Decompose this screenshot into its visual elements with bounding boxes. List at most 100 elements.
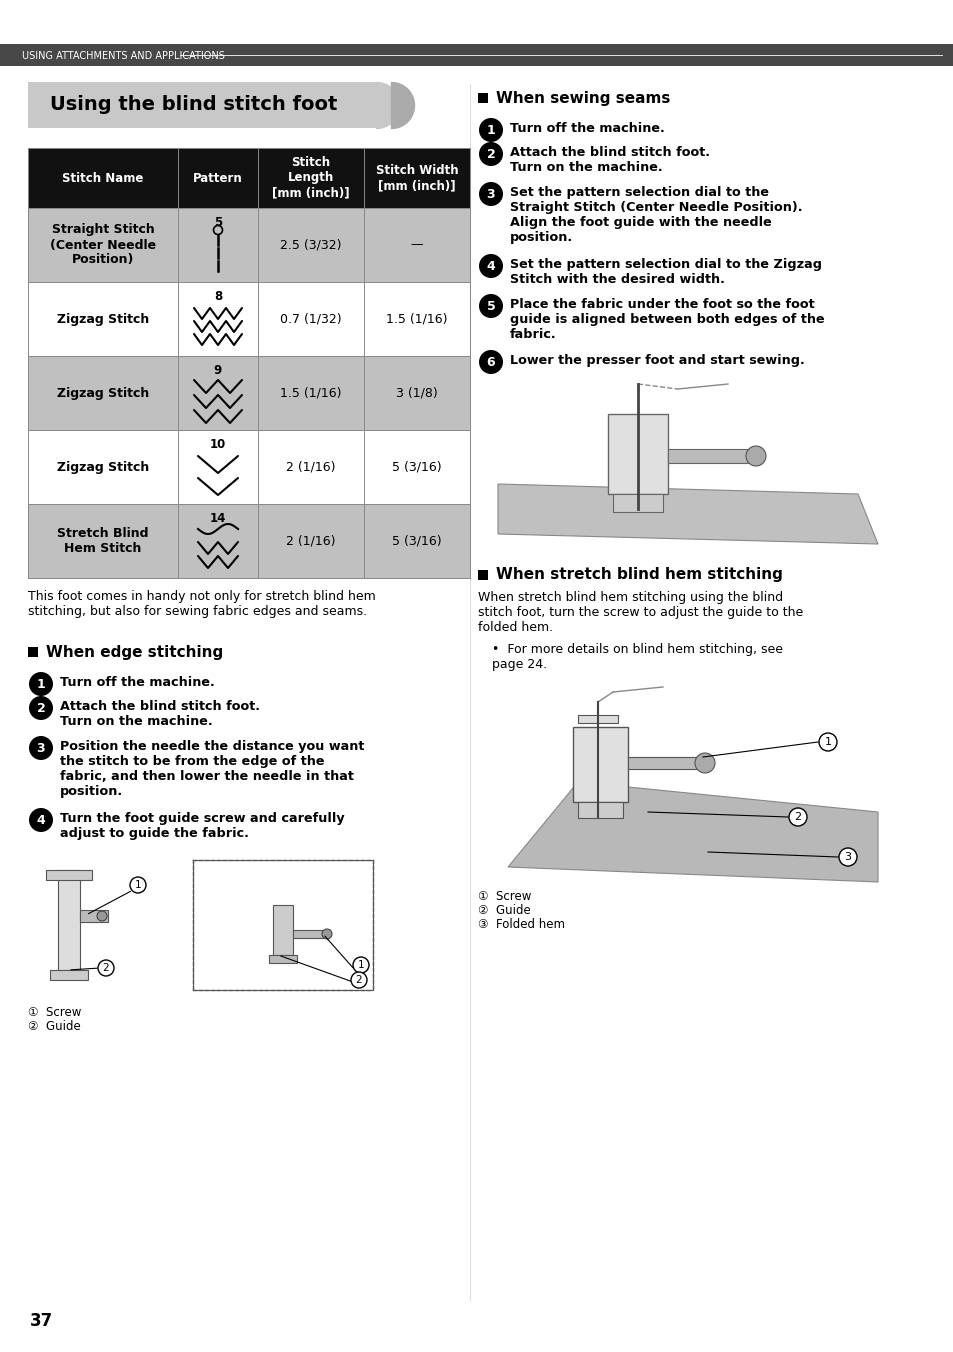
Text: 2 (1/16): 2 (1/16) <box>286 461 335 473</box>
Text: 3: 3 <box>843 852 851 863</box>
Bar <box>50 969 88 980</box>
Circle shape <box>29 696 53 721</box>
Circle shape <box>29 808 53 831</box>
Polygon shape <box>507 781 877 882</box>
Text: 10: 10 <box>210 438 226 452</box>
Text: When edge stitching: When edge stitching <box>46 645 223 660</box>
Bar <box>28 208 470 283</box>
Bar <box>578 715 618 723</box>
Bar <box>627 757 698 769</box>
Text: 2: 2 <box>355 975 362 986</box>
Text: 3 (1/8): 3 (1/8) <box>395 387 437 399</box>
Circle shape <box>98 960 113 976</box>
Text: Stitch Name: Stitch Name <box>62 172 144 184</box>
Circle shape <box>322 929 332 940</box>
Text: Turn the foot guide screw and carefully
adjust to guide the fabric.: Turn the foot guide screw and carefully … <box>60 813 344 840</box>
Text: Turn off the machine.: Turn off the machine. <box>60 676 214 690</box>
Text: 1: 1 <box>134 880 141 890</box>
Circle shape <box>29 672 53 696</box>
Text: 0.7 (1/32): 0.7 (1/32) <box>280 312 341 326</box>
Bar <box>273 904 293 955</box>
Text: 1.5 (1/16): 1.5 (1/16) <box>386 312 447 326</box>
Text: 5 (3/16): 5 (3/16) <box>392 534 441 548</box>
Circle shape <box>695 753 714 773</box>
Text: 5 (3/16): 5 (3/16) <box>392 461 441 473</box>
Text: —: — <box>411 238 423 251</box>
Text: 5: 5 <box>486 300 495 312</box>
Text: ②  Guide: ② Guide <box>28 1019 81 1033</box>
Text: 9: 9 <box>213 364 222 377</box>
Bar <box>80 910 108 922</box>
Text: Position the needle the distance you want
the stitch to be from the edge of the
: Position the needle the distance you wan… <box>60 740 364 798</box>
Bar <box>193 860 373 990</box>
Circle shape <box>478 183 502 206</box>
Circle shape <box>29 735 53 760</box>
Text: 1: 1 <box>36 677 46 691</box>
Text: 4: 4 <box>36 814 46 826</box>
Text: ①  Screw: ① Screw <box>28 1006 81 1019</box>
Bar <box>58 869 80 969</box>
Bar <box>28 860 175 1000</box>
Text: 1: 1 <box>357 960 364 969</box>
Text: 2: 2 <box>103 963 110 973</box>
Text: When stretch blind hem stitching using the blind
stitch foot, turn the screw to : When stretch blind hem stitching using t… <box>477 591 802 634</box>
Bar <box>28 356 470 430</box>
Text: 2 (1/16): 2 (1/16) <box>286 534 335 548</box>
Text: Set the pattern selection dial to the
Straight Stitch (Center Needle Position).
: Set the pattern selection dial to the St… <box>510 187 801 243</box>
Text: 3: 3 <box>486 188 495 200</box>
Text: When stretch blind hem stitching: When stretch blind hem stitching <box>496 568 782 583</box>
Circle shape <box>351 972 367 988</box>
Bar <box>28 648 38 657</box>
Bar <box>667 449 747 462</box>
Text: Stretch Blind
Hem Stitch: Stretch Blind Hem Stitch <box>57 527 149 556</box>
Text: USING ATTACHMENTS AND APPLICATIONS: USING ATTACHMENTS AND APPLICATIONS <box>22 51 225 61</box>
Text: 37: 37 <box>30 1311 53 1330</box>
Text: Set the pattern selection dial to the Zigzag
Stitch with the desired width.: Set the pattern selection dial to the Zi… <box>510 258 821 287</box>
Circle shape <box>478 293 502 318</box>
Bar <box>28 430 470 504</box>
Text: 1.5 (1/16): 1.5 (1/16) <box>280 387 341 399</box>
Bar <box>607 414 667 493</box>
Text: This foot comes in handy not only for stretch blind hem
stitching, but also for : This foot comes in handy not only for st… <box>28 589 375 618</box>
Text: When sewing seams: When sewing seams <box>496 91 670 105</box>
Text: Lower the presser foot and start sewing.: Lower the presser foot and start sewing. <box>510 354 804 366</box>
Text: 6: 6 <box>486 356 495 369</box>
Circle shape <box>97 911 107 921</box>
Text: Place the fabric under the foot so the foot
guide is aligned between both edges : Place the fabric under the foot so the f… <box>510 297 823 341</box>
Text: Turn off the machine.: Turn off the machine. <box>510 122 664 135</box>
Bar <box>293 930 323 938</box>
Circle shape <box>478 118 502 142</box>
Text: 2: 2 <box>36 702 46 714</box>
Text: Stitch
Length
[mm (inch)]: Stitch Length [mm (inch)] <box>272 157 350 200</box>
Circle shape <box>745 446 765 466</box>
Text: ①  Screw: ① Screw <box>477 890 531 903</box>
Text: 1: 1 <box>823 737 831 748</box>
Bar <box>0 45 953 66</box>
Text: Attach the blind stitch foot.
Turn on the machine.: Attach the blind stitch foot. Turn on th… <box>510 146 709 174</box>
Text: Zigzag Stitch: Zigzag Stitch <box>57 387 149 399</box>
Text: Straight Stitch
(Center Needle
Position): Straight Stitch (Center Needle Position) <box>50 223 156 266</box>
Bar <box>46 869 91 880</box>
Text: ②  Guide: ② Guide <box>477 904 530 917</box>
Text: Attach the blind stitch foot.
Turn on the machine.: Attach the blind stitch foot. Turn on th… <box>60 700 260 727</box>
Text: Zigzag Stitch: Zigzag Stitch <box>57 461 149 473</box>
Circle shape <box>478 350 502 375</box>
Bar <box>28 82 375 128</box>
Polygon shape <box>497 484 877 544</box>
Text: 4: 4 <box>486 260 495 273</box>
Bar <box>578 802 622 818</box>
Text: Using the blind stitch foot: Using the blind stitch foot <box>50 96 337 115</box>
Text: ③  Folded hem: ③ Folded hem <box>477 918 564 932</box>
Text: 5: 5 <box>213 216 222 228</box>
Bar <box>613 493 662 512</box>
Bar <box>28 147 470 208</box>
Text: Pattern: Pattern <box>193 172 243 184</box>
Text: 8: 8 <box>213 289 222 303</box>
Text: •  For more details on blind hem stitching, see
page 24.: • For more details on blind hem stitchin… <box>492 644 782 671</box>
Bar <box>269 955 296 963</box>
Circle shape <box>788 808 806 826</box>
Text: Zigzag Stitch: Zigzag Stitch <box>57 312 149 326</box>
Bar <box>477 384 897 554</box>
Bar <box>477 687 897 882</box>
Bar <box>28 283 470 356</box>
